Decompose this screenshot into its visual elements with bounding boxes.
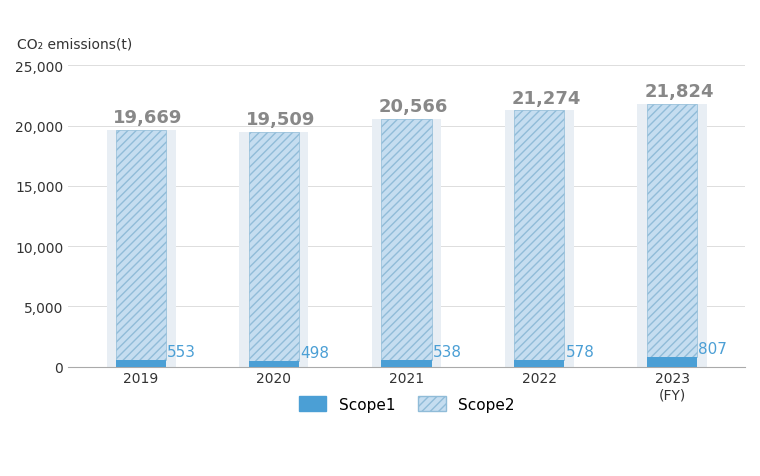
Bar	[116, 130, 166, 360]
Text: 807: 807	[698, 341, 727, 357]
Text: 20,566: 20,566	[378, 98, 448, 116]
Legend: Scope1, Scope2: Scope1, Scope2	[291, 388, 522, 419]
Bar	[647, 104, 697, 357]
Text: 21,824: 21,824	[644, 83, 714, 101]
Bar	[647, 357, 697, 367]
Bar	[239, 132, 309, 367]
Text: 19,669: 19,669	[113, 109, 182, 127]
Bar	[382, 360, 432, 367]
Bar	[382, 119, 432, 360]
Bar	[638, 104, 707, 367]
Bar	[106, 130, 176, 367]
Bar	[249, 361, 299, 367]
Text: 498: 498	[300, 345, 329, 360]
Bar	[505, 111, 574, 367]
Text: 553: 553	[167, 345, 196, 359]
Text: 19,509: 19,509	[246, 111, 315, 129]
Bar	[514, 360, 565, 367]
Bar	[372, 119, 441, 367]
Text: 21,274: 21,274	[511, 90, 581, 108]
Bar	[249, 132, 299, 361]
Text: CO₂ emissions(t): CO₂ emissions(t)	[17, 37, 132, 51]
Text: 538: 538	[432, 345, 462, 360]
Bar	[116, 360, 166, 367]
Bar	[514, 111, 565, 360]
Text: 578: 578	[565, 344, 594, 359]
